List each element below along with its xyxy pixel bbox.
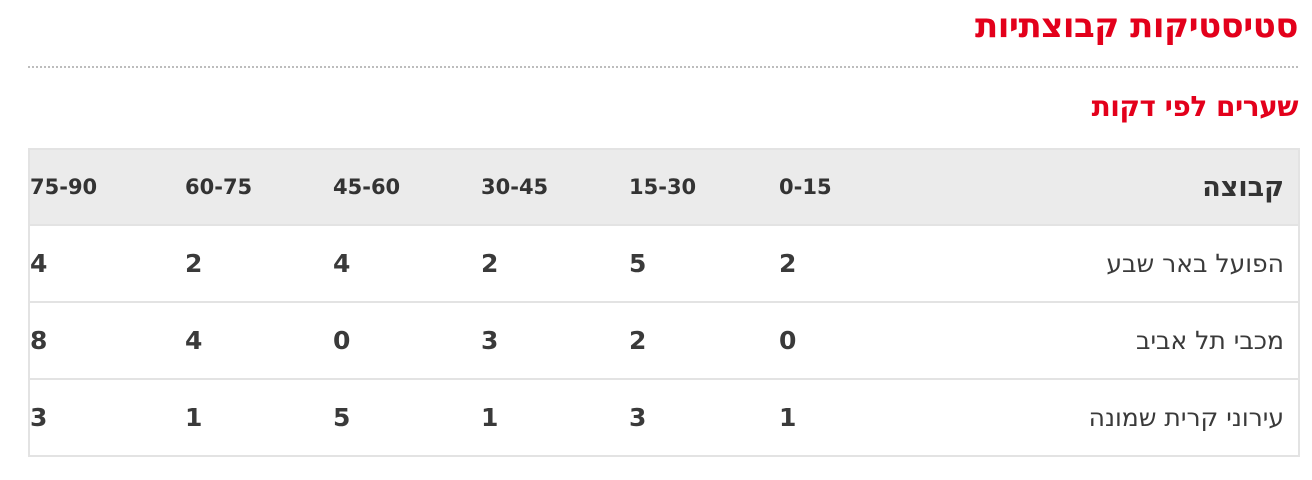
goal-count: 1	[185, 403, 203, 432]
goal-count: 5	[629, 249, 647, 278]
table-row: הפועל באר שבע 2 5 2 4 2 4	[29, 225, 1299, 302]
goal-count: 2	[629, 326, 647, 355]
goal-count: 2	[185, 249, 203, 278]
team-name: עירוני קרית שמונה	[1088, 403, 1284, 432]
column-header-30-45: 30-45	[481, 175, 549, 199]
team-name: הפועל באר שבע	[1106, 249, 1284, 278]
goal-count: 3	[30, 403, 48, 432]
page-title: סטיסטיקות קבוצתיות	[975, 6, 1298, 46]
goal-count: 4	[185, 326, 203, 355]
table-header-row: קבוצה 0-15 15-30 30-45 45-60 60-75 75-90	[29, 149, 1299, 225]
table-row: מכבי תל אביב 0 2 3 0 4 8	[29, 302, 1299, 379]
goal-count: 8	[30, 326, 48, 355]
column-header-45-60: 45-60	[333, 175, 401, 199]
team-name: מכבי תל אביב	[1136, 326, 1284, 355]
column-header-60-75: 60-75	[185, 175, 253, 199]
stats-page: סטיסטיקות קבוצתיות שערים לפי דקות קבוצה …	[28, 0, 1300, 480]
goal-count: 4	[30, 249, 48, 278]
column-header-15-30: 15-30	[629, 175, 697, 199]
dotted-divider	[28, 66, 1298, 68]
table-row: עירוני קרית שמונה 1 3 1 5 1 3	[29, 379, 1299, 456]
column-header-team: קבוצה	[1202, 171, 1284, 203]
goal-count: 2	[779, 249, 797, 278]
goal-count: 5	[333, 403, 351, 432]
goal-count: 3	[629, 403, 647, 432]
goal-count: 0	[333, 326, 351, 355]
section-title: שערים לפי דקות	[1091, 90, 1299, 123]
column-header-0-15: 0-15	[779, 175, 832, 199]
goal-count: 0	[779, 326, 797, 355]
goal-count: 4	[333, 249, 351, 278]
goal-count: 3	[481, 326, 499, 355]
column-header-75-90: 75-90	[30, 175, 98, 199]
goal-count: 1	[779, 403, 797, 432]
goal-count: 1	[481, 403, 499, 432]
goals-by-minute-table: קבוצה 0-15 15-30 30-45 45-60 60-75 75-90…	[28, 148, 1300, 457]
goal-count: 2	[481, 249, 499, 278]
